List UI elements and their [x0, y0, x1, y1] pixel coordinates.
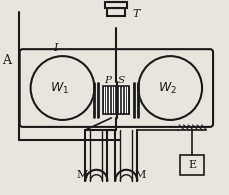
- Text: M: M: [76, 170, 88, 180]
- Text: T: T: [132, 9, 139, 19]
- Text: E: E: [187, 160, 195, 170]
- Bar: [179, 155, 203, 175]
- Bar: [107, 8, 125, 16]
- Text: $W_2$: $W_2$: [157, 81, 176, 96]
- Text: $W_1$: $W_1$: [50, 81, 69, 96]
- Bar: [103, 86, 129, 114]
- Text: M: M: [134, 170, 145, 180]
- Circle shape: [30, 56, 94, 120]
- Text: I: I: [53, 43, 57, 53]
- Text: P: P: [104, 75, 110, 85]
- Bar: [103, 86, 129, 114]
- Text: A: A: [2, 54, 11, 67]
- Circle shape: [138, 56, 201, 120]
- Text: S: S: [117, 75, 124, 85]
- Bar: [105, 2, 127, 8]
- FancyBboxPatch shape: [20, 49, 212, 127]
